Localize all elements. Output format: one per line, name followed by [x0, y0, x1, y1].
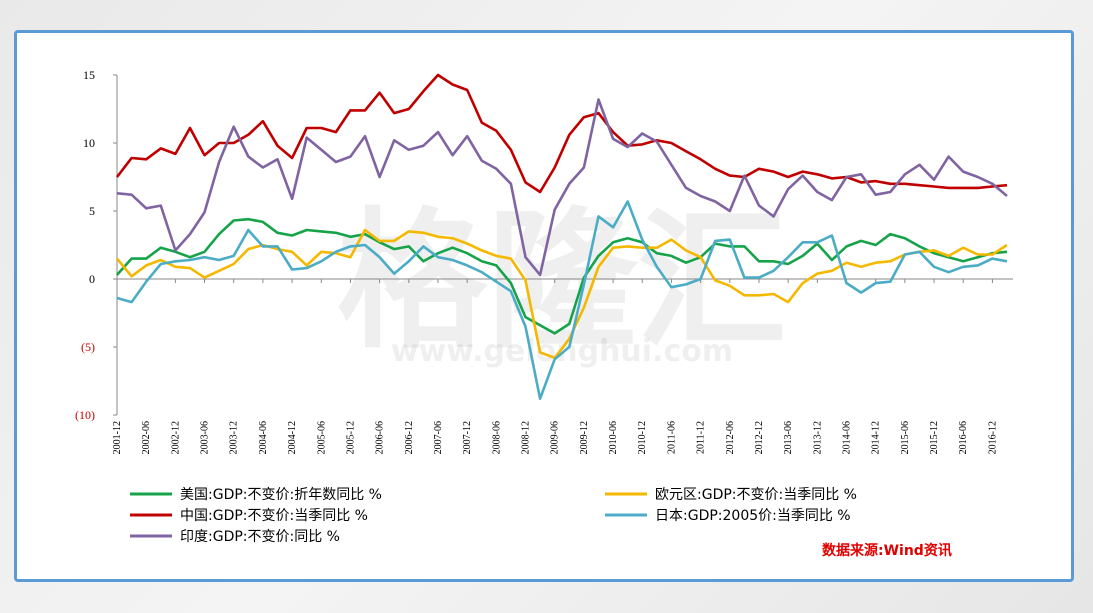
- watermark-text: 格隆汇: [337, 195, 787, 369]
- x-tick-label: 2011-12: [696, 421, 707, 454]
- x-tick-label: 2006-12: [404, 421, 415, 454]
- x-tick-label: 2005-12: [345, 421, 356, 454]
- y-tick-label: 15: [83, 68, 95, 82]
- x-tick-label: 2012-06: [725, 421, 736, 454]
- x-tick-label: 2004-06: [258, 421, 269, 454]
- x-tick-label: 2008-12: [521, 421, 532, 454]
- x-tick-label: 2008-06: [491, 421, 502, 454]
- x-tick-label: 2014-06: [842, 421, 853, 454]
- x-tick-label: 2007-06: [433, 421, 444, 454]
- legend-label-3: 日本:GDP:2005价:当季同比 %: [655, 508, 851, 524]
- x-tick-label: 2003-06: [200, 421, 211, 454]
- series-line-2: [115, 73, 1008, 194]
- x-tick-label: 2015-12: [929, 421, 940, 454]
- y-tick-label: 0: [89, 272, 95, 286]
- x-tick-label: 2010-06: [608, 421, 619, 454]
- x-tick-label: 2007-12: [462, 421, 473, 454]
- legend-label-2: 中国:GDP:不变价:当季同比 %: [180, 508, 368, 524]
- x-tick-label: 2012-12: [754, 421, 765, 454]
- x-tick-label: 2010-12: [637, 421, 648, 454]
- x-tick-label: 2013-12: [812, 421, 823, 454]
- y-tick-label: 5: [89, 204, 95, 218]
- x-tick-label: 2016-06: [958, 421, 969, 454]
- x-tick-label: 2002-12: [170, 421, 181, 454]
- series-lines: [115, 73, 1008, 401]
- x-tick-label: 2004-12: [287, 421, 298, 454]
- y-tick-label: (10): [75, 408, 95, 422]
- legend-label-4: 印度:GDP:不变价:同比 %: [180, 529, 340, 545]
- x-tick-label: 2013-06: [783, 421, 794, 454]
- x-tick-label: 2005-06: [316, 421, 327, 454]
- x-tick-labels: 2001-12 2002-06 2002-12 2003-06 2003-12 2004-…: [112, 421, 998, 454]
- y-tick-label: 10: [83, 136, 95, 150]
- x-tick-label: 2014-12: [871, 421, 882, 454]
- x-tick-label: 2015-06: [900, 421, 911, 454]
- legend-label-1: 欧元区:GDP:不变价:当季同比 %: [655, 487, 857, 503]
- x-tick-label: 2009-12: [579, 421, 590, 454]
- legend-label-0: 美国:GDP:不变价:折年数同比 %: [180, 487, 382, 503]
- source-note: 数据来源:Wind资讯: [822, 542, 952, 559]
- axes: [113, 74, 1013, 416]
- y-tick-label: (5): [81, 340, 95, 354]
- y-tick-labels: 15 10 5 0 (5) (10): [75, 68, 95, 422]
- series-line-4: [116, 98, 1008, 277]
- legend: 美国:GDP:不变价:折年数同比 % 欧元区:GDP:不变价:当季同比 % 中国:G…: [130, 487, 857, 545]
- series-line-3: [116, 200, 1008, 401]
- x-tick-label: 2006-06: [375, 421, 386, 454]
- x-tick-label: 2001-12: [112, 421, 123, 454]
- x-tick-label: 2003-12: [229, 421, 240, 454]
- x-tick-label: 2002-06: [141, 421, 152, 454]
- x-tick-label: 2011-06: [666, 421, 677, 454]
- x-tick-label: 2016-12: [987, 421, 998, 454]
- chart-frame: 格隆汇 www.gelonghui.com 15 10 5 0 (5) (10) 2001…: [14, 30, 1074, 582]
- x-tick-label: 2009-06: [550, 421, 561, 454]
- series-line-0: [116, 217, 1008, 335]
